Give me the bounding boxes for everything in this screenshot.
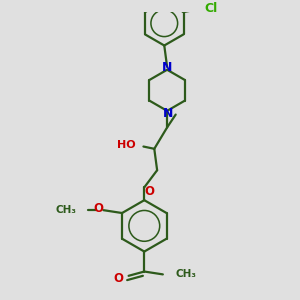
Text: HO: HO — [117, 140, 136, 149]
Text: O: O — [144, 185, 154, 198]
Text: Cl: Cl — [204, 2, 218, 15]
Text: N: N — [162, 61, 172, 74]
Text: O: O — [93, 202, 103, 215]
Text: CH₃: CH₃ — [176, 269, 197, 279]
Text: CH₃: CH₃ — [56, 205, 77, 215]
Text: N: N — [164, 106, 174, 120]
Text: O: O — [114, 272, 124, 285]
